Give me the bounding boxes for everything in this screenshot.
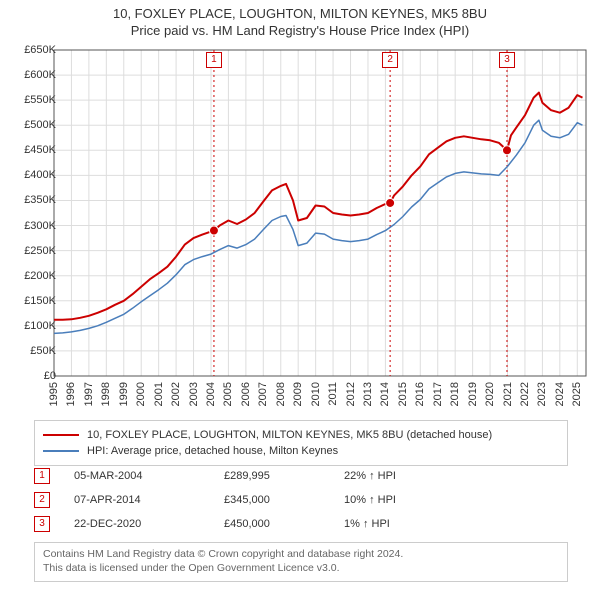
title-line2: Price paid vs. HM Land Registry's House … (0, 21, 600, 42)
sale-price: £450,000 (224, 518, 344, 530)
sale-vs-hpi: 10% ↑ HPI (344, 494, 434, 506)
x-tick-label: 2004 (205, 382, 217, 406)
sale-date: 22-DEC-2020 (74, 518, 224, 530)
sale-date: 07-APR-2014 (74, 494, 224, 506)
legend-swatch (43, 434, 79, 436)
x-tick-label: 2003 (188, 382, 200, 406)
sale-marker-icon: 2 (34, 492, 50, 508)
sales-table: 1 05-MAR-2004 £289,995 22% ↑ HPI 2 07-AP… (34, 464, 434, 536)
sale-marker-icon: 3 (34, 516, 50, 532)
x-tick-label: 2007 (257, 382, 269, 406)
y-tick-label: £550K (24, 94, 56, 106)
sales-row: 2 07-APR-2014 £345,000 10% ↑ HPI (34, 488, 434, 512)
plot-svg (50, 46, 590, 380)
sale-price: £289,995 (224, 470, 344, 482)
footer: Contains HM Land Registry data © Crown c… (34, 542, 568, 582)
y-tick-label: £300K (24, 220, 56, 232)
x-tick-label: 2015 (397, 382, 409, 406)
x-tick-label: 2023 (536, 382, 548, 406)
y-tick-label: £600K (24, 69, 56, 81)
x-tick-label: 2002 (170, 382, 182, 406)
x-tick-label: 2020 (484, 382, 496, 406)
sale-marker-flag: 2 (382, 52, 398, 68)
footer-line2: This data is licensed under the Open Gov… (43, 561, 559, 575)
legend: 10, FOXLEY PLACE, LOUGHTON, MILTON KEYNE… (34, 420, 568, 466)
sale-marker-icon: 1 (34, 468, 50, 484)
x-tick-label: 2013 (362, 382, 374, 406)
sale-marker-flag: 3 (499, 52, 515, 68)
x-tick-label: 2016 (414, 382, 426, 406)
sale-vs-hpi: 1% ↑ HPI (344, 518, 434, 530)
sale-price: £345,000 (224, 494, 344, 506)
x-tick-label: 2024 (554, 382, 566, 406)
sale-vs-hpi: 22% ↑ HPI (344, 470, 434, 482)
x-tick-label: 2012 (345, 382, 357, 406)
y-tick-label: £400K (24, 169, 56, 181)
x-tick-label: 1999 (118, 382, 130, 406)
legend-row: 10, FOXLEY PLACE, LOUGHTON, MILTON KEYNE… (43, 427, 559, 443)
chart-container: 10, FOXLEY PLACE, LOUGHTON, MILTON KEYNE… (0, 0, 600, 590)
y-tick-label: £650K (24, 44, 56, 56)
x-tick-label: 1996 (65, 382, 77, 406)
legend-label: HPI: Average price, detached house, Milt… (87, 445, 338, 457)
x-tick-label: 2021 (502, 382, 514, 406)
legend-label: 10, FOXLEY PLACE, LOUGHTON, MILTON KEYNE… (87, 429, 492, 441)
x-tick-label: 2011 (327, 382, 339, 406)
x-tick-label: 2005 (222, 382, 234, 406)
x-tick-label: 2017 (432, 382, 444, 406)
y-tick-label: £150K (24, 295, 56, 307)
sales-row: 3 22-DEC-2020 £450,000 1% ↑ HPI (34, 512, 434, 536)
y-tick-label: £0 (44, 370, 56, 382)
y-tick-label: £350K (24, 194, 56, 206)
x-tick-label: 2001 (153, 382, 165, 406)
title-line1: 10, FOXLEY PLACE, LOUGHTON, MILTON KEYNE… (0, 0, 600, 21)
x-tick-label: 2009 (292, 382, 304, 406)
x-tick-label: 2014 (379, 382, 391, 406)
y-tick-label: £200K (24, 270, 56, 282)
x-tick-label: 2022 (519, 382, 531, 406)
x-tick-label: 2008 (275, 382, 287, 406)
x-tick-label: 2025 (571, 382, 583, 406)
sales-row: 1 05-MAR-2004 £289,995 22% ↑ HPI (34, 464, 434, 488)
y-tick-label: £500K (24, 119, 56, 131)
legend-row: HPI: Average price, detached house, Milt… (43, 443, 559, 459)
x-tick-label: 1998 (100, 382, 112, 406)
legend-swatch (43, 450, 79, 452)
x-tick-label: 1995 (48, 382, 60, 406)
x-tick-label: 2018 (449, 382, 461, 406)
x-tick-label: 2000 (135, 382, 147, 406)
x-tick-label: 1997 (83, 382, 95, 406)
sale-marker-flag: 1 (206, 52, 222, 68)
x-tick-label: 2019 (467, 382, 479, 406)
x-tick-label: 2010 (310, 382, 322, 406)
y-tick-label: £450K (24, 144, 56, 156)
y-tick-label: £100K (24, 320, 56, 332)
x-tick-label: 2006 (240, 382, 252, 406)
y-tick-label: £250K (24, 245, 56, 257)
y-tick-label: £50K (30, 345, 56, 357)
footer-line1: Contains HM Land Registry data © Crown c… (43, 547, 559, 561)
plot-area (50, 46, 590, 380)
sale-date: 05-MAR-2004 (74, 470, 224, 482)
